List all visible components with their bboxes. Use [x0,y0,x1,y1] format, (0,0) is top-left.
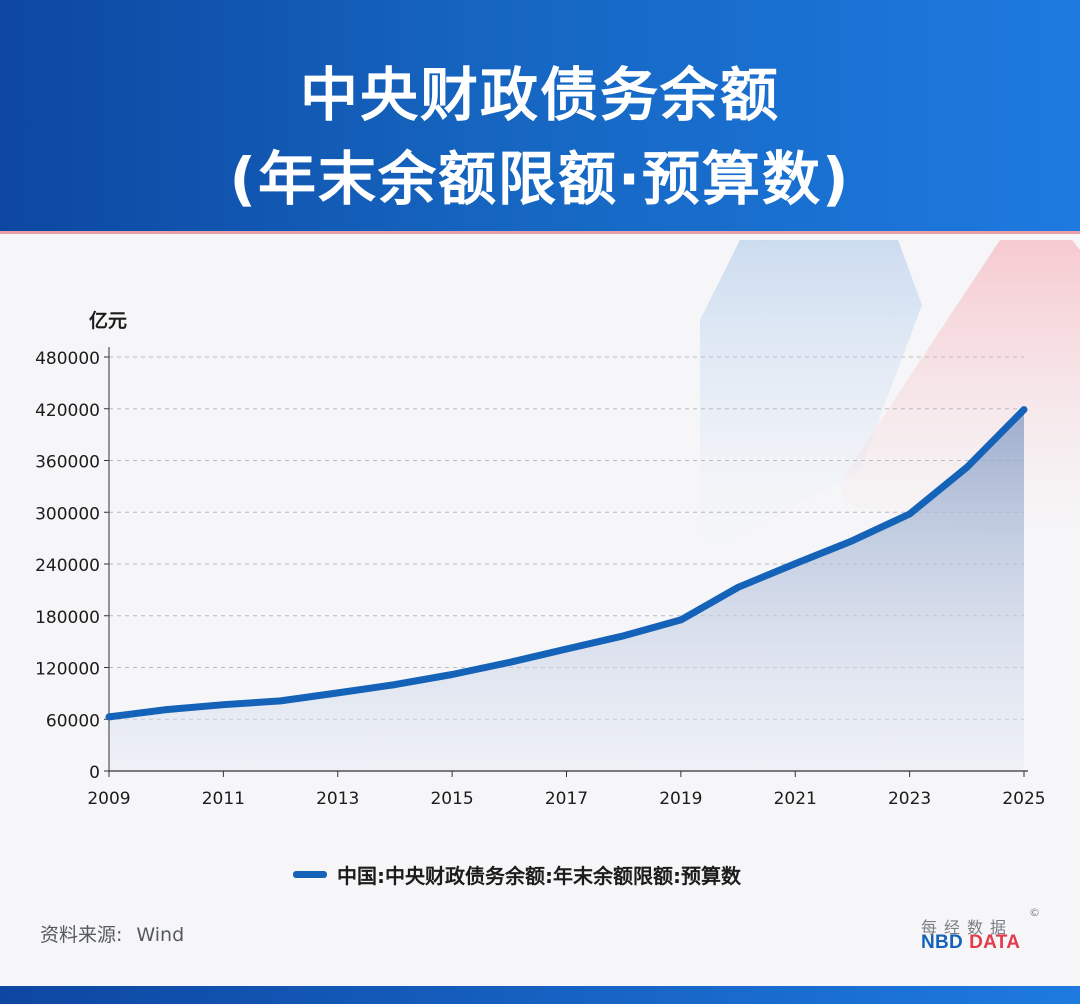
chart: 0 60000 120000 180000 240000 300000 360000 4200… [35,240,1080,809]
legend-label: 中国:中央财政债务余额:年末余额限额:预算数 [337,863,741,888]
brand-name-cn: 每经数据 [921,918,1014,937]
x-tick-label: 2023 [888,789,931,809]
brand-logo-nbd: NBD [921,932,964,953]
x-tick-label: 2019 [659,789,702,809]
x-tick-label: 2009 [87,789,130,809]
source-note: 资料来源: Wind [40,920,184,947]
source-label: 资料来源: [40,924,123,946]
x-tick-label: 2015 [430,789,473,809]
data-point [162,706,170,713]
data-point [677,616,685,624]
data-point [334,689,341,697]
brand-logo: NBD DATA [921,932,1020,954]
data-point [220,701,227,708]
y-tick-label: 480000 [35,349,100,369]
y-tick-label: 240000 [35,556,100,576]
data-point [1020,406,1028,413]
data-point [391,681,399,688]
data-point [563,645,570,653]
y-tick-label: 60000 [46,711,100,731]
data-point [963,464,971,471]
y-tick-label: 0 [89,763,100,783]
x-tick-label: 2017 [545,789,588,809]
source-value: Wind [136,924,185,946]
legend: 中国:中央财政债务余额:年末余额限额:预算数 [293,858,741,890]
data-point [448,671,456,678]
x-tick-label: 2021 [774,789,817,809]
brand-logo-data: DATA [969,932,1021,953]
data-point [734,584,742,591]
copyright-icon: © [1029,906,1040,919]
y-tick-label: 300000 [35,504,100,524]
area-fill [109,409,1024,771]
y-tick-label: 120000 [35,660,100,680]
data-point [506,659,513,666]
legend-swatch [293,870,327,878]
y-tick-label: 360000 [35,453,100,473]
y-axis-unit-label: 亿元 [89,309,127,332]
data-point [849,537,856,544]
data-point [792,560,799,567]
x-tick-label: 2013 [316,789,359,809]
header-banner: 中央财政债务余额 (年末余额限额·预算数) [0,0,1080,234]
x-tick-label: 2011 [202,789,245,809]
x-tick-label: 2025 [1002,789,1045,809]
data-point [105,713,113,721]
page-title-line-2: (年末余额限额·预算数) [229,145,851,213]
data-point [620,632,627,640]
page-title-line-1: 中央财政债务余额 [299,61,780,129]
tick-labels: 0 60000 120000 180000 240000 300000 360000 4200… [35,349,1046,809]
y-tick-label: 180000 [35,608,100,628]
footer-bar [0,986,1080,1004]
data-point [277,697,284,705]
y-tick-label: 420000 [35,401,100,421]
data-point [906,510,913,518]
data-points [105,406,1028,721]
